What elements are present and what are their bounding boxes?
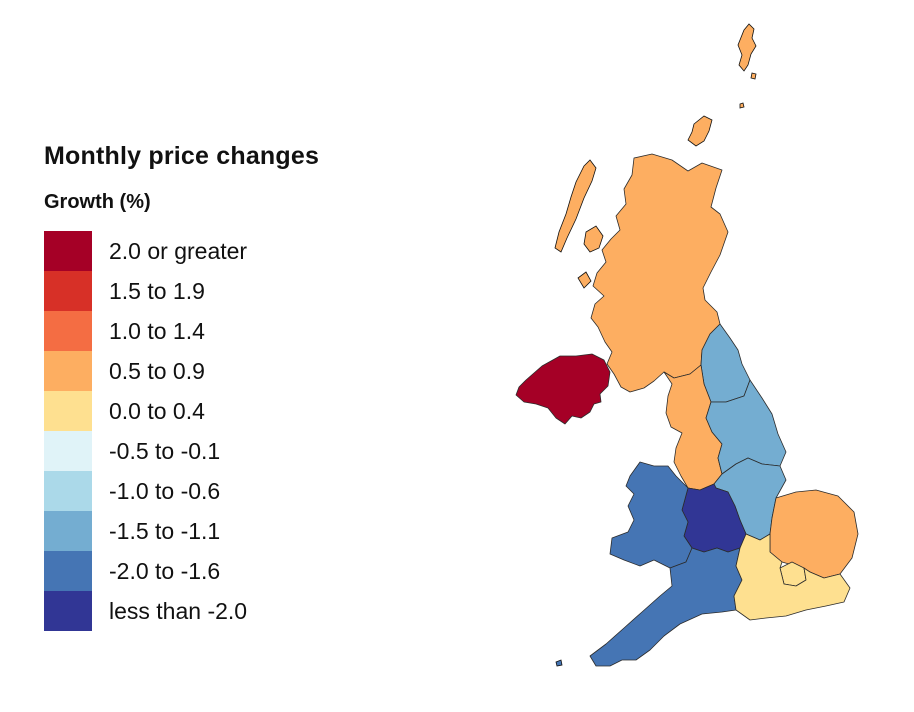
region-south-east	[733, 533, 851, 621]
map-legend: Monthly price changes Growth (%) 2.0 or …	[44, 140, 404, 631]
orkney-islands	[687, 115, 713, 147]
legend-subtitle: Growth (%)	[44, 191, 151, 213]
legend-label: -1.5 to -1.1	[109, 518, 221, 544]
legend-label: 0.0 to 0.4	[109, 398, 205, 424]
legend-label: -1.0 to -0.6	[109, 478, 221, 504]
legend-label: 1.0 to 1.4	[109, 318, 205, 344]
legend-title: Monthly price changes	[44, 142, 320, 170]
region-west-midlands	[681, 483, 747, 553]
legend-item: 0.5 to 0.9	[44, 351, 404, 391]
fair-isle-islet	[739, 102, 745, 109]
legend-item: 0.0 to 0.4	[44, 391, 404, 431]
legend-item: 2.0 or greater	[44, 231, 404, 271]
legend-swatch	[44, 391, 92, 431]
region-south-west	[589, 547, 743, 667]
legend-item: less than -2.0	[44, 591, 404, 631]
region-east-midlands	[713, 457, 787, 541]
legend-label: -2.0 to -1.6	[109, 558, 221, 584]
legend-swatch	[44, 471, 92, 511]
legend-item: -2.0 to -1.6	[44, 551, 404, 591]
legend-swatch	[44, 431, 92, 471]
legend-label: 2.0 or greater	[109, 238, 248, 264]
region-london	[779, 561, 807, 587]
legend-swatch	[44, 231, 92, 271]
region-northern-ireland	[515, 353, 611, 425]
region-east-of-england	[769, 489, 859, 579]
shetland-islet	[750, 72, 757, 80]
legend-item: -1.5 to -1.1	[44, 511, 404, 551]
legend-label: -0.5 to -0.1	[109, 438, 221, 464]
scilly-islet	[555, 659, 563, 667]
legend-label: 0.5 to 0.9	[109, 358, 205, 384]
legend-item: 1.5 to 1.9	[44, 271, 404, 311]
legend-swatch	[44, 311, 92, 351]
region-yorkshire-humber	[705, 379, 787, 475]
legend-item: -0.5 to -0.1	[44, 431, 404, 471]
region-scotland	[590, 153, 729, 393]
legend-list: 2.0 or greater 1.5 to 1.9 1.0 to 1.4 0.5…	[44, 231, 404, 631]
legend-swatch	[44, 591, 92, 631]
outer-hebrides	[554, 159, 597, 253]
region-wales	[609, 461, 693, 569]
legend-swatch	[44, 551, 92, 591]
legend-label: less than -2.0	[109, 598, 248, 624]
legend-item: -1.0 to -0.6	[44, 471, 404, 511]
skye-island	[583, 225, 604, 253]
legend-swatch	[44, 511, 92, 551]
legend-swatch	[44, 351, 92, 391]
legend-label: 1.5 to 1.9	[109, 278, 205, 304]
region-north-west	[663, 364, 723, 491]
inner-hebrides-islet	[577, 271, 592, 289]
region-north-east	[700, 323, 751, 403]
legend-item: 1.0 to 1.4	[44, 311, 404, 351]
shetland-islands	[737, 23, 757, 72]
legend-swatch	[44, 271, 92, 311]
